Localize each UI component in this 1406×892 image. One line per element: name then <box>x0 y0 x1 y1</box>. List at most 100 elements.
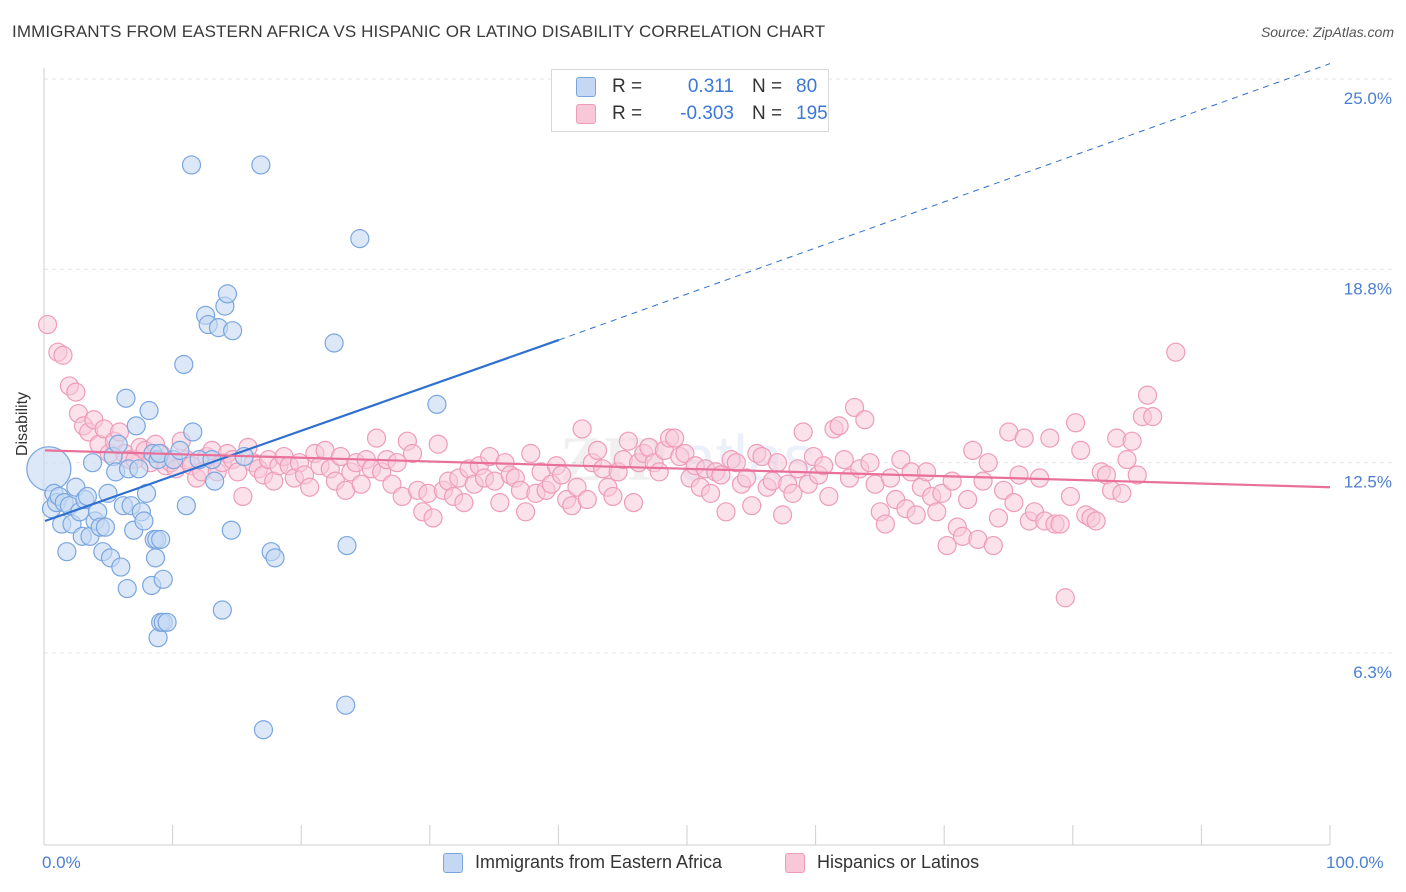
point-eastern-africa <box>95 517 115 537</box>
point-hispanic <box>587 440 608 461</box>
point-eastern-africa <box>117 578 137 599</box>
point-hispanic <box>233 486 253 507</box>
point-eastern-africa <box>170 440 190 461</box>
point-hispanic <box>716 502 736 522</box>
point-hispanic <box>1107 428 1127 448</box>
bottom-legend-swatch-blue <box>443 852 463 873</box>
point-eastern-africa <box>174 354 194 375</box>
point-eastern-africa <box>223 321 243 341</box>
legend-n-label: N = <box>752 76 783 97</box>
point-eastern-africa <box>253 720 274 740</box>
bottom-legend-eastern-africa: Immigrants from Eastern Africa <box>443 852 722 873</box>
point-hispanic <box>952 526 973 546</box>
y-tick-label: 18.8% <box>1344 279 1392 298</box>
point-hispanic <box>454 492 474 513</box>
point-eastern-africa <box>145 548 166 568</box>
trend-line-eastern-africa-extension <box>558 63 1331 341</box>
y-tick-label: 25.0% <box>1344 89 1392 108</box>
point-eastern-africa <box>111 557 131 577</box>
point-eastern-africa <box>153 569 173 589</box>
x-tick-max: 100.0% <box>1326 853 1384 872</box>
point-hispanic <box>675 443 695 464</box>
point-hispanic <box>1137 385 1158 405</box>
point-hispanic <box>1004 492 1024 513</box>
point-eastern-africa <box>181 155 202 175</box>
point-eastern-africa <box>336 695 356 715</box>
point-hispanic <box>423 508 443 528</box>
point-hispanic <box>932 483 952 503</box>
point-hispanic <box>772 505 793 525</box>
stats-legend: R = 0.311 N = 80 R = -0.303 N = 195 <box>551 69 829 132</box>
point-eastern-africa <box>57 542 77 562</box>
point-eastern-africa <box>217 284 238 304</box>
point-hispanic <box>521 443 541 464</box>
point-hispanic <box>963 440 983 461</box>
point-hispanic <box>737 468 757 488</box>
legend-r-label: R = <box>612 76 643 97</box>
point-hispanic <box>814 456 834 476</box>
legend-r-value: 0.311 <box>687 76 734 97</box>
point-eastern-africa <box>337 535 357 556</box>
point-eastern-africa <box>134 511 154 531</box>
point-hispanic <box>66 382 86 402</box>
point-hispanic <box>1040 428 1060 448</box>
point-hispanic <box>1143 407 1163 427</box>
point-hispanic <box>844 397 865 418</box>
trend-line-hispanic <box>44 449 1331 489</box>
point-hispanic <box>834 450 854 470</box>
source-label: Source: ZipAtlas.com <box>1260 24 1394 40</box>
point-eastern-africa <box>126 416 146 436</box>
point-eastern-africa <box>82 453 103 473</box>
point-eastern-africa <box>350 229 370 249</box>
trend-line-eastern-africa <box>44 338 560 523</box>
point-hispanic <box>880 468 901 488</box>
chart-title: IMMIGRANTS FROM EASTERN AFRICA VS HISPAN… <box>12 22 826 41</box>
point-hispanic <box>762 471 782 491</box>
point-eastern-africa <box>157 612 177 632</box>
point-hispanic <box>819 486 839 507</box>
point-hispanic <box>875 514 895 534</box>
point-hispanic <box>701 483 721 503</box>
point-hispanic <box>593 459 613 479</box>
point-hispanic <box>665 428 685 448</box>
bottom-legend-label: Immigrants from Eastern Africa <box>475 852 723 872</box>
point-hispanic <box>490 492 510 513</box>
x-tick-min: 0.0% <box>42 853 81 872</box>
point-hispanic <box>783 483 803 503</box>
point-eastern-africa <box>212 600 232 620</box>
point-hispanic <box>829 416 849 436</box>
point-hispanic <box>366 428 387 448</box>
point-hispanic <box>1071 440 1091 461</box>
point-hispanic <box>916 462 937 482</box>
bottom-legend-swatch-pink <box>785 852 805 873</box>
point-hispanic <box>623 492 644 513</box>
point-hispanic <box>1050 514 1070 534</box>
point-hispanic <box>855 410 875 430</box>
point-hispanic <box>428 434 448 454</box>
point-hispanic <box>1127 465 1147 485</box>
point-hispanic <box>942 471 962 491</box>
point-hispanic <box>973 471 993 491</box>
point-hispanic <box>1112 483 1132 503</box>
point-hispanic <box>382 474 402 494</box>
point-hispanic <box>1122 431 1142 451</box>
point-hispanic <box>567 477 587 497</box>
point-hispanic <box>572 419 592 439</box>
bottom-legend-label: Hispanics or Latinos <box>817 852 980 872</box>
point-hispanic <box>510 480 531 500</box>
legend-row-hispanic: R = -0.303 N = 195 <box>576 101 828 127</box>
point-hispanic <box>988 508 1009 528</box>
point-hispanic <box>891 450 911 470</box>
legend-n-label: N = <box>752 103 783 124</box>
y-tick-label: 6.3% <box>1353 663 1392 682</box>
point-hispanic <box>860 453 880 473</box>
point-hispanic <box>937 535 957 556</box>
point-hispanic <box>351 474 371 494</box>
bottom-legend-hispanic: Hispanics or Latinos <box>785 852 979 873</box>
point-eastern-africa <box>176 496 196 516</box>
point-hispanic <box>994 480 1014 500</box>
point-hispanic <box>1009 465 1029 485</box>
point-hispanic <box>551 465 572 485</box>
y-axis-label: Disability <box>14 391 31 456</box>
